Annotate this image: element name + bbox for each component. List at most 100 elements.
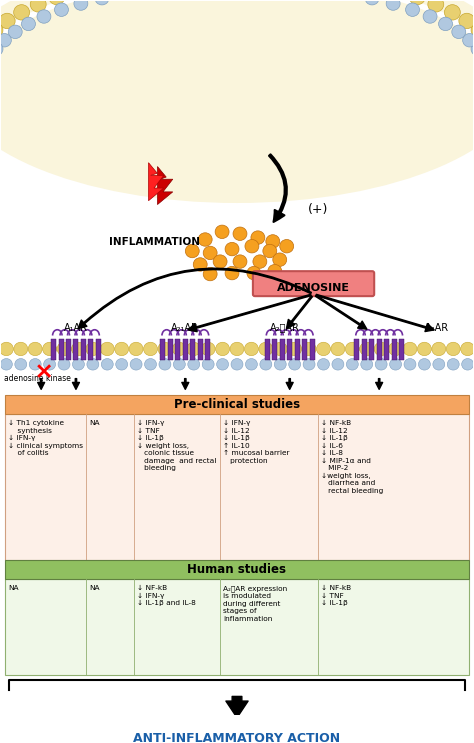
Bar [88, 340, 93, 360]
Text: adenosine kinase: adenosine kinase [4, 374, 71, 383]
Circle shape [173, 343, 186, 356]
Polygon shape [157, 166, 173, 204]
Circle shape [317, 343, 330, 356]
Circle shape [233, 255, 247, 268]
Circle shape [452, 25, 466, 39]
Bar [369, 340, 374, 360]
FancyArrowPatch shape [286, 296, 312, 328]
Circle shape [198, 233, 212, 246]
Text: A₂၂AR: A₂၂AR [270, 322, 300, 333]
Circle shape [361, 359, 373, 370]
Bar [168, 340, 173, 360]
Circle shape [201, 343, 215, 356]
FancyArrowPatch shape [376, 379, 383, 389]
FancyBboxPatch shape [253, 271, 374, 296]
Circle shape [233, 227, 247, 241]
Circle shape [185, 244, 199, 258]
Bar [302, 340, 307, 360]
Circle shape [331, 343, 345, 356]
Circle shape [217, 359, 228, 370]
Circle shape [57, 343, 71, 356]
Circle shape [462, 359, 474, 370]
Text: NA: NA [89, 420, 100, 426]
Bar [295, 340, 300, 360]
Circle shape [263, 244, 277, 258]
Circle shape [129, 343, 143, 356]
Text: ↓ NF-kB
↓ IFN-γ
↓ IL-1β and IL-8: ↓ NF-kB ↓ IFN-γ ↓ IL-1β and IL-8 [137, 585, 195, 606]
Circle shape [360, 343, 374, 356]
Text: ↓ IFN-γ
↓ TNF
↓ IL-1β
↓ weight loss,
   colonic tissue
   damage  and rectal
   : ↓ IFN-γ ↓ TNF ↓ IL-1β ↓ weight loss, col… [137, 420, 216, 471]
Circle shape [471, 22, 474, 38]
Text: A₂₁AR: A₂₁AR [172, 322, 199, 333]
Bar [81, 340, 86, 360]
Bar [362, 340, 367, 360]
Circle shape [215, 225, 229, 239]
Circle shape [365, 0, 379, 5]
Circle shape [72, 343, 85, 356]
Bar [59, 340, 64, 360]
Circle shape [445, 4, 460, 20]
Bar [1, 348, 473, 357]
Bar [280, 340, 285, 360]
Circle shape [406, 3, 419, 16]
Bar [73, 340, 78, 360]
Circle shape [418, 343, 431, 356]
Circle shape [100, 343, 114, 356]
Circle shape [225, 267, 239, 280]
Text: ↓ IFN-γ
↓ IL-12
↓ IL-1β
↑ IL-10
↑ mucosal barrier
   protection: ↓ IFN-γ ↓ IL-12 ↓ IL-1β ↑ IL-10 ↑ mucosa… [223, 420, 290, 464]
Circle shape [253, 255, 267, 268]
Bar [265, 340, 270, 360]
Circle shape [8, 25, 22, 39]
Bar [5, 415, 469, 560]
Circle shape [37, 10, 51, 23]
FancyArrowPatch shape [226, 696, 248, 718]
Text: NA: NA [9, 585, 19, 591]
Circle shape [273, 253, 287, 267]
Bar [205, 340, 210, 360]
Circle shape [274, 359, 286, 370]
Circle shape [30, 0, 46, 12]
Circle shape [86, 343, 100, 356]
Circle shape [280, 239, 294, 253]
Circle shape [173, 359, 185, 370]
Circle shape [428, 0, 444, 12]
Circle shape [44, 359, 55, 370]
Circle shape [461, 343, 474, 356]
Bar [175, 340, 180, 360]
Circle shape [332, 359, 344, 370]
Text: NA: NA [89, 585, 100, 591]
Circle shape [49, 0, 64, 4]
Text: Pre-clinical studies: Pre-clinical studies [174, 398, 300, 411]
Circle shape [87, 359, 99, 370]
Bar [5, 395, 469, 415]
Text: ↓ Th1 cytokine
    synthesis
↓ IFN-γ
↓ clinical symptoms
    of colitis: ↓ Th1 cytokine synthesis ↓ IFN-γ ↓ clini… [9, 420, 83, 456]
Circle shape [273, 343, 287, 356]
Bar [354, 340, 359, 360]
Circle shape [0, 359, 12, 370]
Circle shape [374, 343, 388, 356]
Bar [190, 340, 195, 360]
Circle shape [188, 359, 200, 370]
Circle shape [73, 359, 84, 370]
Circle shape [446, 343, 460, 356]
Bar [161, 340, 165, 360]
Bar [96, 340, 101, 360]
Circle shape [423, 10, 437, 23]
Circle shape [14, 343, 28, 356]
Circle shape [158, 343, 172, 356]
Bar [5, 580, 469, 675]
Circle shape [471, 42, 474, 56]
Text: A₂၂AR expression
is modulated
during different
stages of
inflammation: A₂၂AR expression is modulated during dif… [223, 585, 287, 622]
Circle shape [410, 0, 425, 4]
Circle shape [260, 359, 272, 370]
Bar [5, 560, 469, 580]
Circle shape [202, 359, 214, 370]
Circle shape [302, 343, 316, 356]
Circle shape [404, 359, 416, 370]
Circle shape [29, 359, 41, 370]
Bar [287, 340, 292, 360]
Text: (+): (+) [308, 203, 328, 216]
Circle shape [55, 3, 68, 16]
Circle shape [346, 359, 358, 370]
Circle shape [58, 359, 70, 370]
